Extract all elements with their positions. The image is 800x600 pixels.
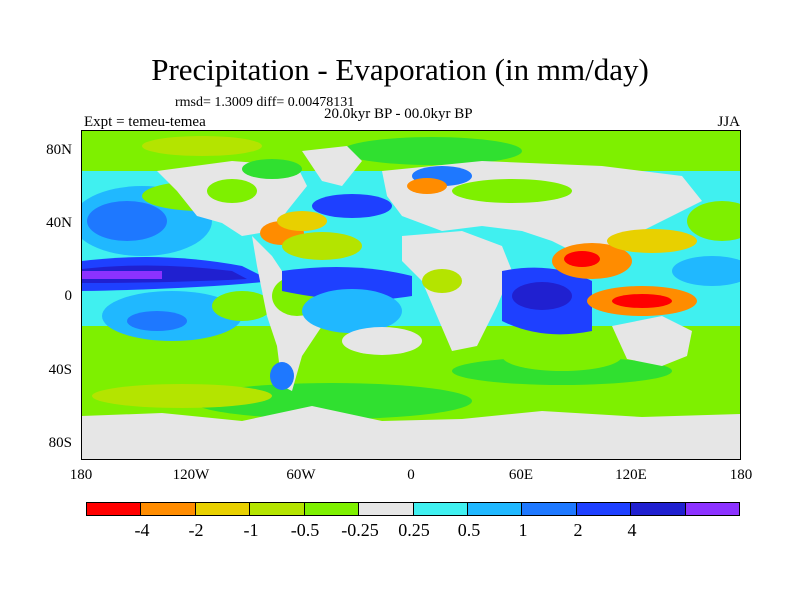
australia [612,316,692,366]
colorbar-label: 2 [573,520,583,540]
lon-label-60w: 60W [286,467,316,483]
colorbar-box [576,503,632,515]
colorbar-label: -0.25 [341,520,379,540]
africa [402,231,512,351]
colorbar-box [304,503,360,515]
colorbar-box [631,503,686,515]
world-map [81,130,741,460]
colorbar-box [141,503,196,515]
colorbar-label: 1 [518,520,528,540]
colorbar-label: 4 [627,520,637,540]
experiment-label: Expt = temeu-temea [84,114,206,130]
colorbar [86,502,740,516]
lat-label-80n: 80N [46,142,72,158]
antarctica [82,406,740,459]
colorbar-label: 0.5 [457,520,481,540]
lat-label-80s: 80S [48,435,72,451]
lon-label-120e: 120E [615,467,647,483]
colorbar-box [359,503,414,515]
stats-text: rmsd= 1.3009 diff= 0.00478131 [175,95,355,110]
greenland [302,146,362,186]
lon-label-120w: 120W [172,467,210,483]
lon-label-180e: 180 [729,467,753,483]
colorbar-box [522,503,577,515]
colorbar-box [685,503,740,515]
lon-label-0: 0 [407,467,415,483]
period-text: 20.0kyr BP - 00.0kyr BP [324,106,473,122]
colorbar-label: -1 [243,520,259,540]
colorbar-label: 0.25 [398,520,430,540]
lon-label-180w: 180 [69,467,93,483]
lat-label-40s: 40S [48,362,72,378]
lat-label-40n: 40N [46,215,72,231]
lat-label-eq: 0 [64,288,73,304]
colorbar-box [87,503,142,515]
map-field [82,131,740,459]
colorbar-box [250,503,305,515]
itcz-atlantic [282,267,412,300]
lon-label-60e: 60E [508,467,534,483]
plot-title: Precipitation - Evaporation (in mm/day) [151,52,649,87]
colorbar-label: -0.5 [290,520,320,540]
colorbar-label: -2 [188,520,204,540]
season-label: JJA [717,114,740,130]
colorbar-box [413,503,468,515]
colorbar-box [467,503,523,515]
colorbar-label: -4 [134,520,150,540]
colorbar-box [195,503,251,515]
